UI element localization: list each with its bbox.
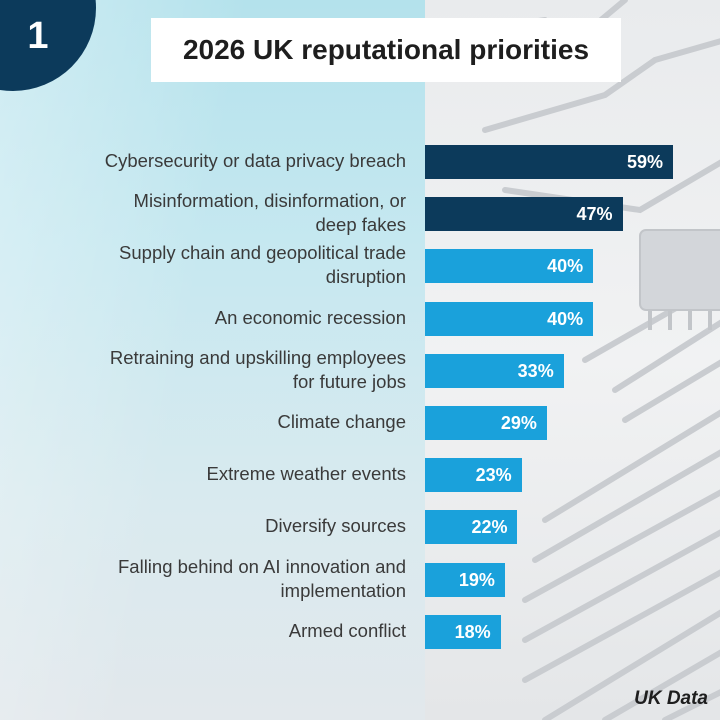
bar: 18% [425,614,501,649]
category-label: Climate change [46,410,406,434]
bar-value-label: 29% [500,413,537,433]
bar-value-label: 18% [454,621,491,642]
title-box: 2026 UK reputational priorities [151,18,621,82]
bar: 23% [425,458,522,493]
category-label-line: Diversify sources [265,515,406,537]
category-label: An economic recession [46,306,406,330]
category-label-line: implementation [280,579,406,601]
bar: 19% [425,562,505,597]
bar: 59% [425,145,673,179]
category-label: Misinformation, disinformation, or deep f… [46,189,406,237]
bar: 40% [425,249,594,284]
bar: 33% [425,353,564,388]
bar-value-label: 40% [547,256,584,277]
category-label-line: Falling behind on AI innovation and [118,555,406,577]
bar: 40% [425,301,594,336]
bar-value-label: 19% [458,569,495,590]
bar-value-label: 40% [547,308,584,329]
category-label-line: Retraining and upskilling employees [109,346,406,368]
category-label-line: deep fakes [315,214,406,236]
category-label-line: Supply chain and geopolitical trade [119,242,406,264]
bar: 22% [425,510,518,545]
category-label: Diversify sources [46,514,406,538]
bar-value-label: 59% [626,152,663,172]
category-label-line: An economic recession [214,306,406,328]
bar-value-label: 23% [475,465,512,486]
left-background-panel [0,0,425,720]
category-label: Extreme weather events [46,462,406,486]
category-label-line: Cybersecurity or data privacy breach [104,150,406,171]
category-label-line: Misinformation, disinformation, or [133,190,406,212]
category-label-line: disruption [325,266,406,288]
bar: 29% [425,406,547,440]
category-label: Supply chain and geopolitical trade disru… [46,241,406,289]
category-label: Falling behind on AI innovation and imple… [46,555,406,603]
bar-value-label: 47% [576,204,613,225]
category-label: Armed conflict [46,619,406,643]
category-label: Retraining and upskilling employees for f… [46,346,406,394]
chart-title: 2026 UK reputational priorities [182,34,590,65]
bar-value-label: 33% [517,360,554,381]
category-label: Cybersecurity or data privacy breach [46,149,406,173]
category-label-line: Extreme weather events [206,463,406,485]
section-number: 1 [27,15,49,57]
footer-label: UK Data [634,688,708,709]
bar-value-label: 22% [471,517,508,538]
category-label-line: for future jobs [292,370,406,392]
category-label-line: Armed conflict [288,619,406,641]
category-label-line: Climate change [277,411,406,432]
bar: 47% [425,197,623,232]
